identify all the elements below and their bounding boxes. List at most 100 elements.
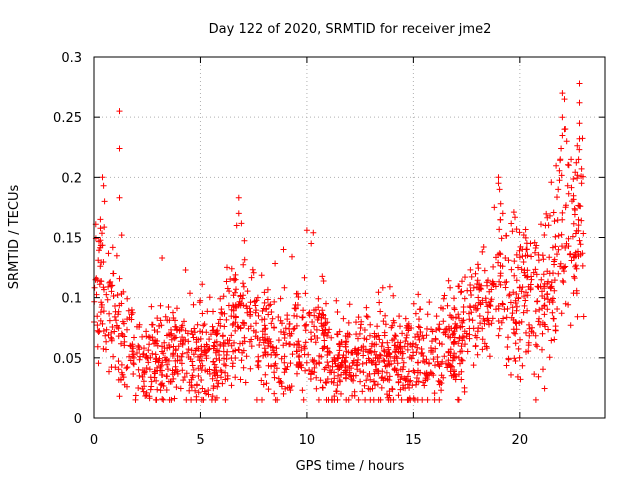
- data-point: [320, 278, 327, 284]
- data-point: [575, 216, 582, 223]
- data-point: [106, 317, 113, 324]
- data-point: [322, 364, 329, 371]
- data-point: [532, 249, 538, 256]
- data-point: [559, 114, 566, 121]
- data-point: [577, 241, 584, 248]
- data-point: [146, 366, 153, 373]
- data-point: [284, 312, 291, 319]
- data-point: [390, 292, 397, 299]
- data-point: [224, 348, 231, 355]
- data-point: [508, 220, 515, 227]
- data-point: [147, 386, 154, 393]
- data-point: [531, 371, 538, 378]
- data-point: [318, 353, 325, 360]
- data-point: [326, 326, 333, 333]
- data-point: [576, 146, 583, 153]
- data-point: [175, 343, 182, 350]
- data-point: [188, 376, 195, 383]
- data-point: [253, 396, 260, 403]
- data-point: [379, 284, 386, 291]
- data-point: [519, 362, 526, 369]
- data-point: [506, 291, 513, 298]
- data-point: [194, 321, 201, 328]
- data-point: [555, 186, 562, 193]
- x-tick-label: 5: [196, 433, 204, 448]
- data-point: [135, 342, 142, 349]
- data-point: [545, 278, 551, 285]
- data-point: [252, 309, 259, 316]
- data-point: [343, 396, 350, 403]
- data-point: [269, 315, 276, 322]
- data-point: [268, 363, 275, 370]
- data-point: [579, 250, 586, 257]
- data-point: [94, 343, 101, 350]
- y-tick-label: 0.2: [61, 171, 82, 186]
- data-point: [337, 378, 344, 385]
- data-point: [532, 308, 539, 315]
- data-point: [444, 302, 451, 309]
- data-point: [490, 282, 497, 288]
- data-point: [415, 323, 422, 330]
- data-point: [382, 321, 389, 328]
- data-point: [467, 266, 474, 273]
- data-point: [281, 284, 288, 291]
- data-point: [440, 295, 447, 302]
- data-point: [255, 357, 262, 364]
- data-point: [396, 313, 403, 320]
- y-tick-label: 0.3: [61, 51, 82, 66]
- data-point: [210, 342, 217, 349]
- data-point: [417, 369, 424, 376]
- data-point: [219, 333, 226, 340]
- data-point: [266, 302, 272, 309]
- data-point: [378, 375, 385, 382]
- data-point: [369, 360, 375, 366]
- data-point: [512, 358, 519, 364]
- data-point: [223, 278, 230, 285]
- data-point: [488, 296, 495, 303]
- data-point: [286, 321, 293, 327]
- data-point: [535, 318, 542, 325]
- data-point: [252, 302, 259, 309]
- data-point: [497, 281, 504, 288]
- data-point: [568, 184, 575, 191]
- data-point: [198, 357, 205, 364]
- data-point: [154, 386, 161, 393]
- data-point: [401, 375, 408, 382]
- data-point: [423, 369, 430, 376]
- data-point: [412, 341, 419, 348]
- data-point: [206, 294, 213, 301]
- data-point: [170, 315, 177, 321]
- data-point: [109, 244, 116, 251]
- data-point: [431, 390, 438, 397]
- data-point: [275, 337, 282, 344]
- data-point: [394, 339, 401, 346]
- data-point: [580, 230, 587, 237]
- data-point: [486, 321, 492, 328]
- data-point: [346, 301, 353, 308]
- data-point: [548, 283, 555, 290]
- data-point: [184, 349, 191, 356]
- data-point: [220, 343, 227, 350]
- data-point: [203, 355, 210, 362]
- data-point: [523, 348, 529, 355]
- data-point: [323, 300, 329, 307]
- data-point: [210, 327, 217, 334]
- data-point: [477, 320, 484, 327]
- data-point: [340, 315, 347, 322]
- data-point: [265, 362, 272, 369]
- data-point: [300, 396, 307, 403]
- data-point: [165, 357, 172, 364]
- data-point: [199, 310, 206, 317]
- data-point: [96, 328, 103, 335]
- data-point: [400, 359, 407, 366]
- data-point: [98, 278, 105, 285]
- data-point: [125, 307, 132, 314]
- data-point: [343, 348, 350, 355]
- data-point: [550, 270, 556, 277]
- data-point: [174, 305, 180, 312]
- data-point: [247, 311, 254, 318]
- data-point: [314, 316, 321, 323]
- data-point: [136, 346, 143, 353]
- data-point: [551, 336, 558, 343]
- data-point: [541, 283, 547, 290]
